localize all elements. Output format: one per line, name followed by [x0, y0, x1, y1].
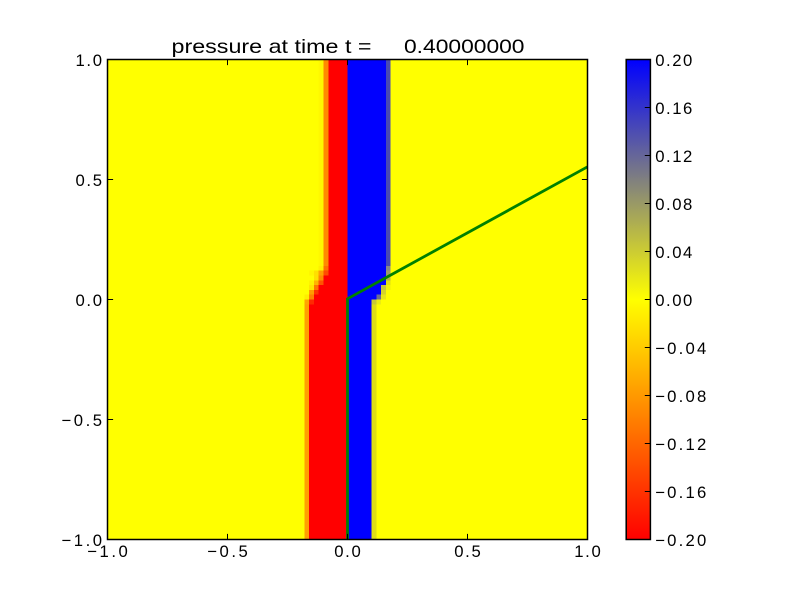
svg-text:0.0: 0.0	[76, 291, 103, 310]
svg-text:pressure at time t =: pressure at time t =	[172, 36, 372, 58]
svg-text:0.16: 0.16	[655, 99, 692, 118]
svg-text:−0.08: −0.08	[655, 387, 706, 406]
svg-text:1.0: 1.0	[76, 51, 103, 70]
svg-text:−0.20: −0.20	[655, 531, 706, 550]
svg-text:0.40000000: 0.40000000	[404, 36, 525, 58]
svg-text:0.20: 0.20	[655, 51, 692, 70]
svg-text:0.00: 0.00	[655, 291, 692, 310]
svg-text:−0.5: −0.5	[207, 542, 248, 561]
svg-text:0.5: 0.5	[454, 542, 481, 561]
svg-text:−0.12: −0.12	[655, 435, 706, 454]
svg-text:−0.16: −0.16	[655, 483, 706, 502]
svg-text:0.12: 0.12	[655, 147, 692, 166]
svg-text:−0.5: −0.5	[62, 411, 103, 430]
svg-text:0.0: 0.0	[334, 542, 361, 561]
svg-text:0.04: 0.04	[655, 243, 692, 262]
svg-text:1.0: 1.0	[574, 542, 601, 561]
svg-text:0.08: 0.08	[655, 195, 692, 214]
svg-text:0.5: 0.5	[76, 171, 103, 190]
svg-text:−0.04: −0.04	[655, 339, 706, 358]
svg-text:−1.0: −1.0	[62, 531, 103, 550]
